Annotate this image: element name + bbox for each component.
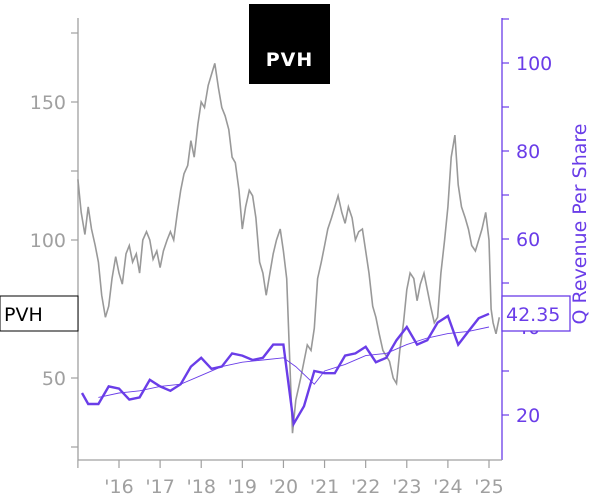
price-last-value-box: PVH [0, 295, 79, 332]
x-tick-label: '25 [474, 476, 503, 498]
x-tick-label: '21 [310, 476, 339, 498]
right-tick-label: 80 [516, 141, 540, 163]
right-tick-label: 60 [516, 229, 540, 251]
x-tick-label: '16 [104, 476, 133, 498]
trend-line [98, 326, 490, 398]
x-axis-ticks: '16 '17 '18 '19 '20 '21 '22 '23 '24 '25 [77, 460, 504, 498]
logo-background [249, 4, 330, 84]
logo-text: PVH [266, 49, 314, 71]
x-tick-label: '23 [392, 476, 421, 498]
left-tick-label: 100 [30, 230, 66, 252]
x-tick-label: '17 [145, 476, 174, 498]
revenue-line [80, 312, 490, 428]
price-last-value-text: PVH [4, 304, 43, 326]
revenue-last-value-box-frame [501, 295, 571, 332]
x-tick-label: '24 [433, 476, 462, 498]
left-axis-ticks: 50 100 150 [30, 32, 78, 448]
price-line [77, 63, 501, 434]
x-tick-label: '18 [187, 476, 216, 498]
left-tick-label: 150 [30, 92, 66, 114]
revenue-last-value-box: 42.35 [501, 295, 571, 332]
price-last-value-box-frame [0, 295, 79, 332]
x-tick-label: '19 [228, 476, 257, 498]
left-tick-label: 50 [42, 368, 66, 390]
right-tick-label: 100 [516, 53, 552, 75]
right-tick-label: 20 [516, 405, 540, 427]
right-axis-label: Q Revenue Per Share [569, 124, 591, 325]
right-axis-ticks: 20406080100 [502, 18, 552, 427]
revenue-last-value-text: 42.35 [506, 304, 560, 326]
logo: PVH [249, 4, 330, 84]
x-tick-label: '22 [351, 476, 380, 498]
x-tick-label: '20 [269, 476, 298, 498]
